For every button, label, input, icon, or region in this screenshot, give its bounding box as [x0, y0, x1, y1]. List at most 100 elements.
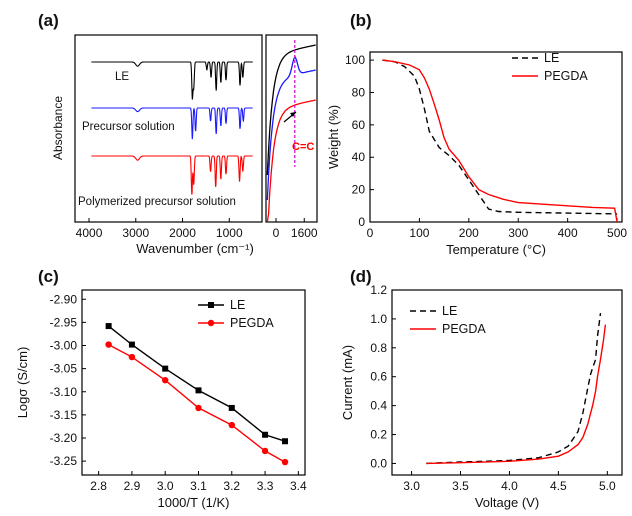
x-tick-label: 3.5: [452, 479, 469, 493]
legend-label: LE: [544, 51, 559, 65]
y-tick-label: 40: [352, 150, 366, 164]
inset-series-line: [266, 56, 316, 201]
series-label: Precursor solution: [82, 121, 175, 133]
x-tick-label: 4000: [76, 226, 103, 240]
y-tick-label: 0: [358, 215, 365, 229]
data-point: [128, 341, 135, 348]
panel-label: (c): [38, 267, 59, 286]
x-axis-label: Voltage (V): [475, 495, 539, 510]
x-tick-label: 3.0: [403, 479, 420, 493]
x-tick-label: 100: [409, 226, 429, 240]
y-axis-label: Weight (%): [326, 105, 341, 169]
panel-d: (d) 3.0 3.5 4.0 4.5 5.0 0.0 0.2 0.4 0.6 0.8 1.0 1.2 V…: [340, 267, 623, 510]
panel-label: (a): [38, 11, 59, 30]
arrow-head-icon: [290, 112, 296, 117]
data-point: [128, 353, 136, 361]
series-line: [426, 324, 607, 465]
panel-c: (c) 2.8 2.9 3.0 3.1 3.2 3.3 3.4 -2.90 -2.95 -3.00 -…: [15, 267, 307, 510]
x-tick-label: 0: [367, 226, 374, 240]
x-tick-label: 300: [508, 226, 528, 240]
legend-label: PEGDA: [544, 69, 588, 83]
legend-marker: [207, 319, 215, 327]
data-point: [262, 431, 269, 438]
x-tick-label: 4.5: [550, 479, 567, 493]
y-tick-label: 0.8: [370, 341, 387, 355]
data-point: [162, 365, 169, 372]
x-tick-label: 1000: [216, 226, 243, 240]
x-tick-label: 3000: [122, 226, 149, 240]
y-tick-label: -3.25: [50, 454, 78, 468]
x-axis-label: Temperature (°C): [446, 242, 546, 257]
series-line: [91, 155, 253, 195]
plot-frame: [369, 51, 623, 223]
y-tick-label: -3.05: [50, 362, 78, 376]
data-point: [282, 438, 289, 445]
x-tick-label: 3.3: [257, 479, 274, 493]
panel-label: (b): [350, 11, 372, 30]
y-tick-label: 0.4: [370, 399, 387, 413]
x-tick-label: 3.2: [223, 479, 240, 493]
y-tick-label: -3.00: [50, 339, 78, 353]
panel-b: (b) 0 100 200 300 400 500 0 20 40 60 80 100 Temperatu…: [326, 11, 627, 257]
y-axis-label: Logσ (S/cm): [15, 347, 30, 419]
data-point: [261, 447, 269, 455]
data-point: [228, 404, 235, 411]
x-tick-label: 2000: [169, 226, 196, 240]
inset-series-line: [266, 44, 316, 176]
legend-label: LE: [230, 298, 245, 312]
y-tick-label: 1.0: [370, 312, 387, 326]
x-tick-label: 5.0: [599, 479, 616, 493]
y-axis-label: Current (mA): [340, 345, 355, 420]
y-tick-label: -3.15: [50, 408, 78, 422]
x-axis-label: 1000/T (1/K): [157, 495, 229, 510]
series-line: [382, 59, 618, 215]
x-tick-label: 4.0: [501, 479, 518, 493]
series-line: [91, 107, 253, 140]
data-point: [105, 341, 112, 348]
plot-frame: [391, 289, 623, 476]
data-point: [228, 421, 235, 429]
y-tick-label: 0.0: [370, 456, 387, 470]
x-tick-label: 400: [558, 226, 578, 240]
y-tick-label: 1.2: [370, 283, 387, 297]
legend-marker: [208, 302, 214, 308]
series-label: Polymerized precursor solution: [78, 196, 236, 208]
series-line: [108, 325, 286, 442]
data-point: [195, 387, 202, 394]
x-tick-label: 2.8: [90, 479, 107, 493]
x-tick-label: 0: [273, 226, 280, 240]
y-tick-label: 0.2: [370, 428, 387, 442]
legend-label: LE: [442, 304, 457, 318]
x-tick-label: 3.1: [190, 479, 207, 493]
series-line: [108, 343, 286, 463]
x-tick-label: 3.4: [290, 479, 307, 493]
series-line: [382, 59, 618, 223]
panel-label: (d): [350, 267, 372, 286]
y-axis-label: Absorbance: [51, 96, 65, 160]
x-axis-label: Wavenumber (cm⁻¹): [136, 241, 254, 256]
y-tick-label: 0.6: [370, 370, 387, 384]
y-tick-label: -2.90: [50, 292, 78, 306]
data-point: [195, 404, 202, 412]
y-tick-label: -3.10: [50, 385, 78, 399]
plot-frame: [81, 289, 306, 476]
y-tick-label: 80: [352, 85, 366, 99]
series-line: [426, 313, 602, 465]
data-point: [105, 323, 112, 330]
y-tick-label: -2.95: [50, 315, 78, 329]
series-label: LE: [115, 71, 129, 83]
y-tick-label: 100: [345, 53, 365, 67]
series-line: [91, 61, 253, 100]
y-tick-label: 60: [352, 118, 366, 132]
inset-annotation: C=C: [292, 141, 314, 153]
plot-frame: [74, 34, 263, 223]
legend-label: PEGDA: [230, 316, 274, 330]
x-tick-label: 3.0: [157, 479, 174, 493]
inset-series-line: [266, 99, 316, 223]
plot-frame: [265, 34, 318, 223]
x-tick-label: 200: [459, 226, 479, 240]
x-tick-label: 2.9: [124, 479, 141, 493]
y-tick-label: 20: [352, 183, 366, 197]
inset-x-tick-label: 1600: [291, 226, 318, 240]
